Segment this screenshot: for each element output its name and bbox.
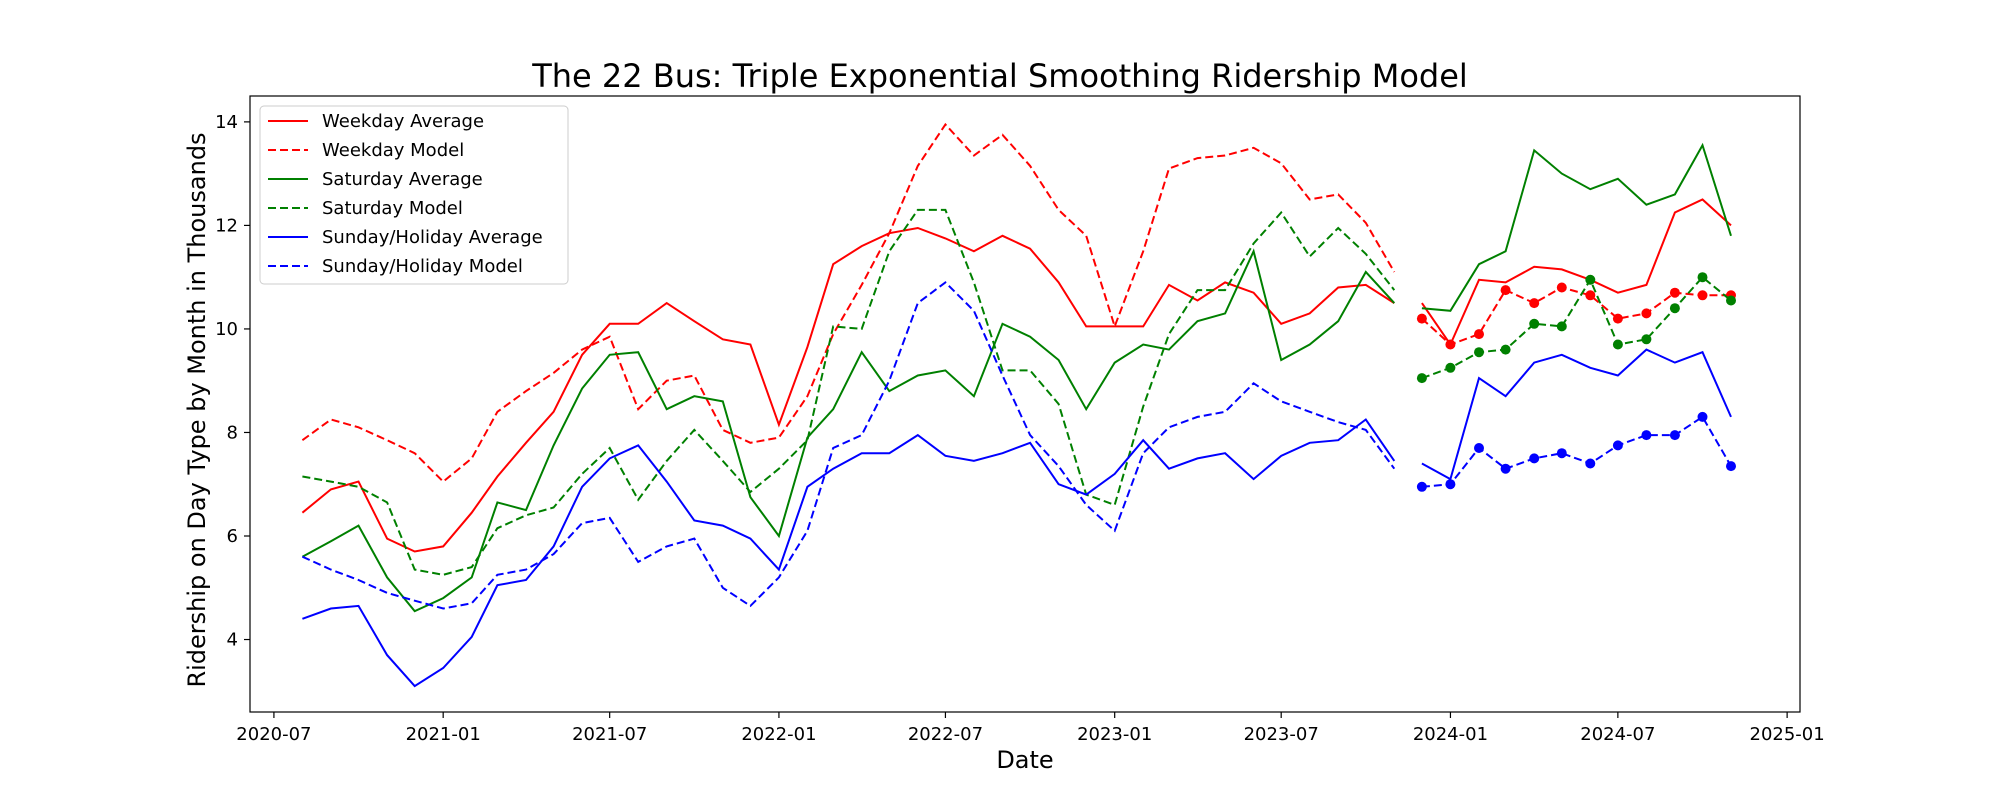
legend-label: Saturday Average [322,169,483,190]
series-line-weekday-model-history [301,122,1396,483]
x-tick-label: 2024-07 [1580,724,1655,745]
data-point-weekday-model [1474,329,1484,340]
x-tick-label: 2024-01 [1413,724,1488,745]
legend-label: Saturday Model [322,198,463,219]
chart-title: The 22 Bus: Triple Exponential Smoothing… [531,57,1468,95]
data-point-saturday-model [1641,334,1652,345]
legend-label: Weekday Model [322,140,464,161]
series-line-sunday-holiday-model-test [1421,415,1732,488]
x-tick-label: 2021-07 [572,724,647,745]
data-point-sunday-holiday-model [1669,430,1680,441]
data-point-saturday-model [1585,274,1596,285]
data-point-weekday-model [1585,290,1596,301]
data-point-weekday-model [1612,313,1623,324]
data-point-weekday-model [1697,290,1708,301]
plot-frame [249,95,1801,713]
series-line-sunday-holiday-model-history [301,281,1396,610]
series-line-saturday-average-history [301,248,1396,613]
data-point-saturday-model [1529,318,1540,329]
x-tick-label: 2022-01 [741,724,816,745]
data-point-weekday-model [1529,298,1540,309]
data-point-sunday-holiday-model [1641,430,1652,441]
plot-area [301,122,1736,688]
data-point-sunday-holiday-model [1529,453,1540,464]
data-point-sunday-holiday-model [1726,461,1736,472]
data-point-sunday-holiday-model [1445,479,1456,490]
series-line-sunday-holiday-average-test [1421,348,1732,481]
y-axis-ticks: 4 6 8 10 12 14 [215,112,250,651]
data-point-sunday-holiday-model [1585,458,1596,469]
x-tick-label: 2023-07 [1244,724,1319,745]
data-point-weekday-model [1416,313,1427,324]
data-point-sunday-holiday-model [1697,411,1708,422]
data-point-sunday-holiday-model [1556,448,1567,459]
data-point-sunday-holiday-model [1612,440,1623,451]
data-point-weekday-model [1500,285,1511,296]
y-tick-label: 12 [215,215,238,236]
legend-label: Sunday/Holiday Model [322,256,523,277]
data-point-sunday-holiday-model [1500,463,1511,474]
x-tick-label: 2025-01 [1750,724,1825,745]
data-point-saturday-model [1445,362,1456,373]
x-tick-label: 2022-07 [908,724,983,745]
series-line-weekday-average-test [1421,198,1732,347]
data-point-saturday-model [1726,295,1736,306]
series-line-saturday-model-test [1421,275,1732,380]
series-line-weekday-average-history [301,226,1395,553]
data-point-sunday-holiday-model [1474,443,1484,453]
legend-box [259,105,569,285]
x-tick-label: 2020-07 [236,724,311,745]
data-point-saturday-model [1500,344,1511,355]
data-point-weekday-model [1556,282,1567,293]
data-point-weekday-model [1445,339,1456,350]
data-point-saturday-model [1474,347,1484,358]
x-tick-label: 2021-01 [406,724,481,745]
data-point-saturday-model [1556,321,1567,332]
data-point-weekday-model [1669,287,1680,298]
data-point-saturday-model [1669,303,1680,314]
legend-label: Weekday Average [322,111,484,132]
y-axis-label: Ridership on Day Type by Month in Thousa… [183,132,211,687]
data-point-saturday-model [1416,373,1427,384]
x-tick-label: 2023-01 [1077,724,1152,745]
series-line-saturday-model-history [302,208,1396,576]
data-point-saturday-model [1612,339,1623,350]
data-point-weekday-model [1641,308,1652,319]
series-line-sunday-holiday-average-history [302,418,1396,688]
x-axis-ticks: 2020-07 2021-01 2021-07 2022-01 2022-07 2023-… [236,712,1825,745]
y-tick-label: 10 [215,319,238,340]
y-tick-label: 8 [227,422,238,443]
data-point-saturday-model [1697,272,1708,283]
y-tick-label: 14 [215,112,238,133]
x-axis-label: Date [996,746,1053,774]
legend: Weekday Average Weekday Model Saturday Ave… [259,105,569,285]
data-point-sunday-holiday-model [1416,481,1427,492]
y-tick-label: 6 [227,526,238,547]
legend-label: Sunday/Holiday Average [322,227,543,248]
y-tick-label: 4 [227,630,238,651]
series-line-saturday-average-test [1421,142,1732,312]
